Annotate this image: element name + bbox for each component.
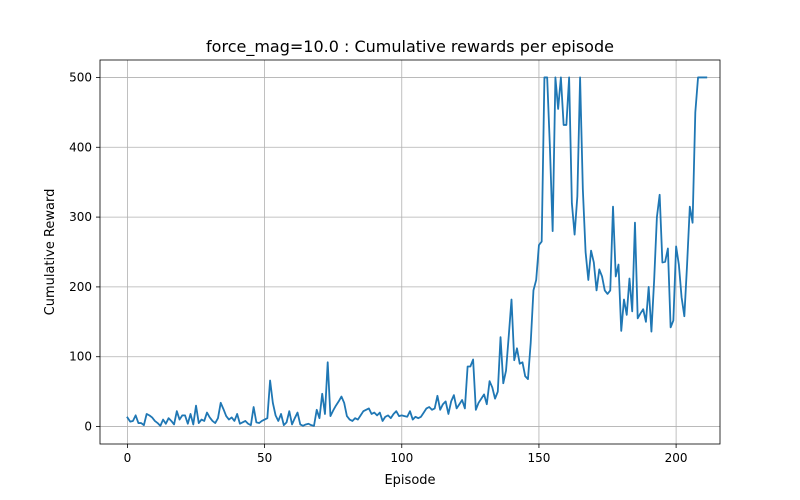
x-tick-label: 0 [124, 451, 132, 465]
series-line-0 [126, 76, 708, 427]
y-tick-label: 200 [69, 280, 92, 294]
x-tick-label: 150 [527, 451, 550, 465]
x-tick-label: 200 [665, 451, 688, 465]
y-axis-label: Cumulative Reward [43, 189, 58, 316]
tick-layer: 0 50 100 150 200 0 100 200 300 400 500 [69, 70, 687, 465]
y-tick-label: 400 [69, 140, 92, 154]
series-layer [126, 76, 708, 427]
chart-title: force_mag=10.0 : Cumulative rewards per … [206, 37, 614, 57]
y-tick-label: 500 [69, 70, 92, 84]
y-tick-label: 0 [84, 420, 92, 434]
y-tick-label: 100 [69, 350, 92, 364]
x-axis-label: Episode [384, 473, 435, 488]
plot-frame [99, 59, 721, 445]
x-tick-label: 100 [390, 451, 413, 465]
y-tick-label: 300 [69, 210, 92, 224]
x-tick-label: 50 [257, 451, 272, 465]
